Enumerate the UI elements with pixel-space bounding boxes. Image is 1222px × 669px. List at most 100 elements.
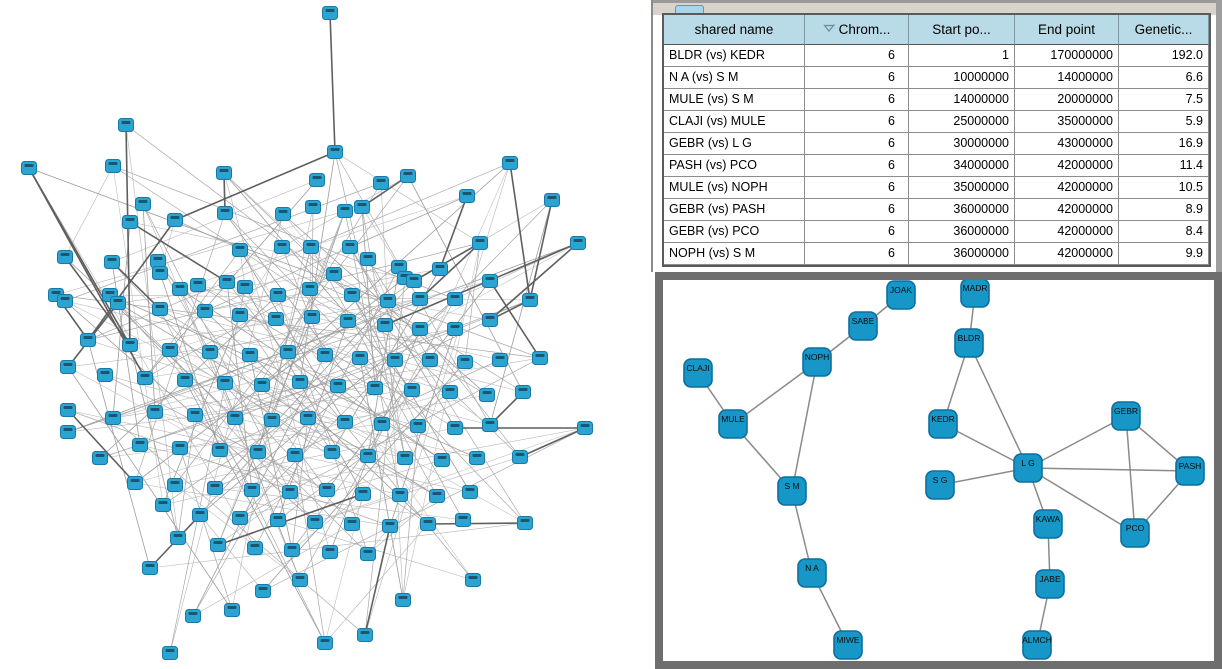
table-cell[interactable]: 10000000: [909, 67, 1015, 89]
network-node[interactable]: MULE: [718, 409, 748, 439]
network-node[interactable]: [60, 360, 76, 374]
network-node[interactable]: [268, 312, 284, 326]
network-node[interactable]: [212, 443, 228, 457]
network-node[interactable]: [357, 628, 373, 642]
network-node[interactable]: [322, 545, 338, 559]
network-node[interactable]: [515, 385, 531, 399]
network-node[interactable]: S M: [777, 476, 807, 506]
network-node[interactable]: [447, 421, 463, 435]
network-node[interactable]: JOAK: [886, 280, 916, 310]
network-node[interactable]: [412, 322, 428, 336]
panel-splitter[interactable]: [651, 0, 653, 272]
table-cell[interactable]: 36000000: [909, 221, 1015, 243]
network-node[interactable]: [187, 408, 203, 422]
network-node[interactable]: [282, 485, 298, 499]
table-tab[interactable]: [675, 5, 704, 16]
table-cell[interactable]: 34000000: [909, 155, 1015, 177]
network-node[interactable]: [132, 438, 148, 452]
network-node[interactable]: [217, 376, 233, 390]
network-node[interactable]: [197, 304, 213, 318]
network-node[interactable]: S G: [925, 470, 955, 500]
network-node[interactable]: [404, 383, 420, 397]
network-node[interactable]: SABE: [848, 311, 878, 341]
network-node[interactable]: [400, 169, 416, 183]
network-node[interactable]: [422, 353, 438, 367]
table-cell[interactable]: 6: [805, 67, 909, 89]
main-network-view[interactable]: [0, 0, 651, 669]
table-cell[interactable]: 9.9: [1119, 243, 1209, 265]
network-node[interactable]: [482, 418, 498, 432]
table-cell[interactable]: MULE (vs) S M: [664, 89, 805, 111]
network-node[interactable]: [492, 353, 508, 367]
table-cell[interactable]: MULE (vs) NOPH: [664, 177, 805, 199]
network-node[interactable]: [122, 338, 138, 352]
table-cell[interactable]: 6: [805, 89, 909, 111]
network-node[interactable]: [150, 254, 166, 268]
network-node[interactable]: [457, 355, 473, 369]
network-node[interactable]: [410, 419, 426, 433]
network-node[interactable]: [227, 411, 243, 425]
table-cell[interactable]: 6: [805, 177, 909, 199]
network-node[interactable]: ALMCH: [1022, 630, 1052, 660]
network-node[interactable]: [327, 145, 343, 159]
table-cell[interactable]: 35000000: [1015, 111, 1119, 133]
network-node[interactable]: [110, 296, 126, 310]
network-node[interactable]: [302, 282, 318, 296]
network-node[interactable]: [373, 176, 389, 190]
table-cell[interactable]: 6: [805, 221, 909, 243]
network-node[interactable]: [92, 451, 108, 465]
network-node[interactable]: [412, 292, 428, 306]
network-node[interactable]: [21, 161, 37, 175]
network-node[interactable]: [60, 425, 76, 439]
network-node[interactable]: [395, 593, 411, 607]
network-node[interactable]: [250, 445, 266, 459]
network-node[interactable]: [472, 236, 488, 250]
network-node[interactable]: [420, 517, 436, 531]
network-node[interactable]: [152, 266, 168, 280]
network-node[interactable]: KEDR: [928, 409, 958, 439]
network-node[interactable]: [309, 173, 325, 187]
table-cell[interactable]: GEBR (vs) PCO: [664, 221, 805, 243]
network-node[interactable]: [135, 197, 151, 211]
network-node[interactable]: GEBR: [1111, 401, 1141, 431]
table-cell[interactable]: 5.9: [1119, 111, 1209, 133]
table-cell[interactable]: 36000000: [909, 199, 1015, 221]
network-node[interactable]: [172, 441, 188, 455]
network-node[interactable]: [122, 215, 138, 229]
table-cell[interactable]: 6: [805, 155, 909, 177]
network-node[interactable]: [337, 415, 353, 429]
network-node[interactable]: [307, 515, 323, 529]
network-node[interactable]: [479, 388, 495, 402]
network-node[interactable]: [210, 538, 226, 552]
network-node[interactable]: [387, 353, 403, 367]
network-node[interactable]: [216, 166, 232, 180]
network-node[interactable]: L G: [1013, 453, 1043, 483]
network-node[interactable]: [137, 371, 153, 385]
network-node[interactable]: [232, 511, 248, 525]
network-node[interactable]: [304, 310, 320, 324]
network-node[interactable]: [177, 373, 193, 387]
table-cell[interactable]: 192.0: [1119, 45, 1209, 67]
network-node[interactable]: [237, 280, 253, 294]
network-node[interactable]: [300, 411, 316, 425]
network-node[interactable]: [152, 302, 168, 316]
network-node[interactable]: [57, 250, 73, 264]
network-node[interactable]: [284, 543, 300, 557]
network-node[interactable]: [287, 448, 303, 462]
network-node[interactable]: [97, 368, 113, 382]
table-cell[interactable]: 6: [805, 243, 909, 265]
network-node[interactable]: [232, 243, 248, 257]
right-scroll-band[interactable]: [1216, 0, 1222, 272]
table-cell[interactable]: 6: [805, 111, 909, 133]
network-node[interactable]: [292, 573, 308, 587]
network-node[interactable]: [465, 573, 481, 587]
network-node[interactable]: [447, 322, 463, 336]
network-node[interactable]: [342, 240, 358, 254]
network-node[interactable]: [340, 314, 356, 328]
network-node[interactable]: [317, 636, 333, 650]
table-cell[interactable]: 42000000: [1015, 177, 1119, 199]
network-node[interactable]: [147, 405, 163, 419]
network-node[interactable]: [57, 294, 73, 308]
network-node[interactable]: [244, 483, 260, 497]
network-node[interactable]: [254, 378, 270, 392]
